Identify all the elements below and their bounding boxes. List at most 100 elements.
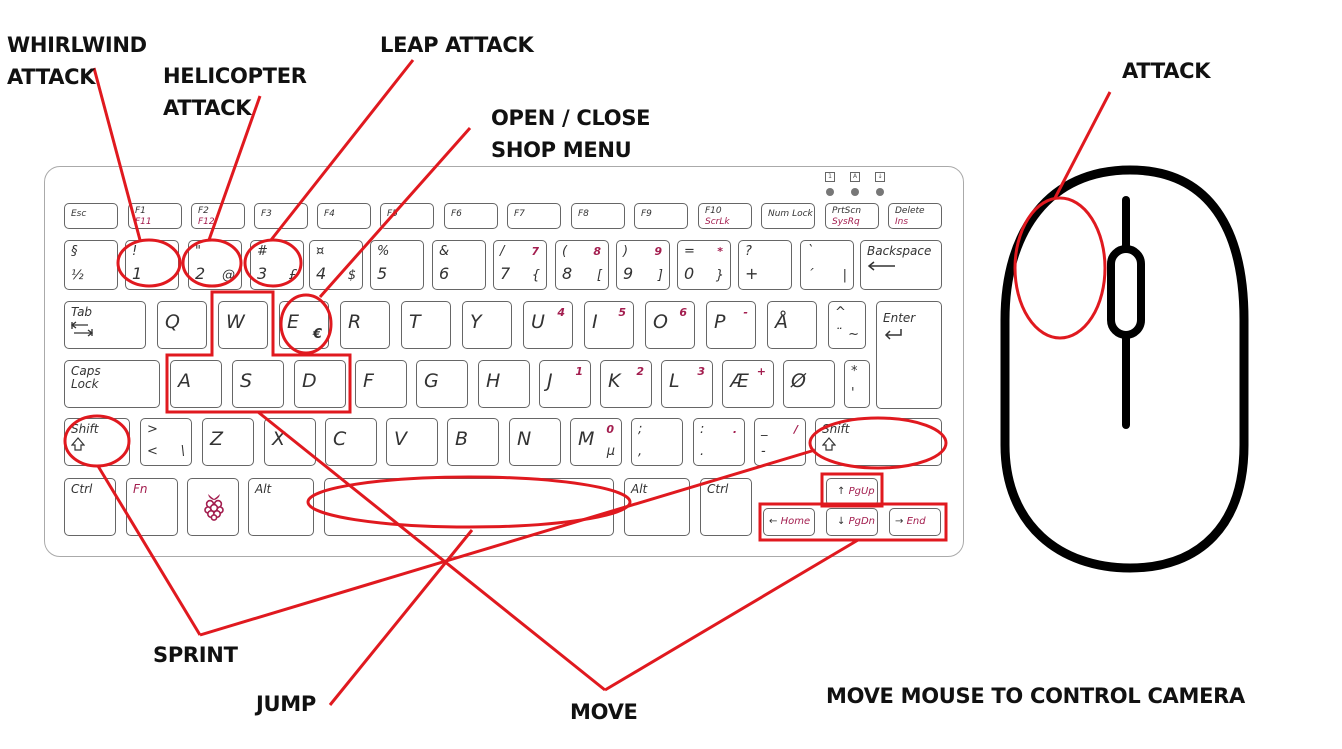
pointer-shop bbox=[318, 127, 472, 298]
key-section[interactable]: § ½ bbox=[64, 240, 118, 290]
raspberry-logo-icon bbox=[204, 494, 224, 521]
key-7[interactable]: /7 7{ bbox=[493, 240, 547, 290]
arrow-left-icon: ← bbox=[769, 516, 781, 527]
highlight-arrow-up bbox=[820, 472, 884, 508]
key-ctrl-left[interactable]: Ctrl bbox=[64, 478, 116, 536]
label-camera: MOVE MOUSE TO CONTROL CAMERA bbox=[826, 684, 1245, 708]
label-sprint: SPRINT bbox=[153, 643, 238, 667]
key-umlaut[interactable]: ^ ¨ ~ bbox=[828, 301, 866, 349]
pointer-helicopter bbox=[207, 95, 262, 241]
key-delete[interactable]: Delete Ins bbox=[888, 203, 942, 229]
indicator-caps: A bbox=[849, 172, 861, 196]
highlight-wasd bbox=[165, 290, 352, 414]
key-z[interactable]: Z bbox=[202, 418, 254, 466]
key-q[interactable]: Q bbox=[157, 301, 207, 349]
key-p[interactable]: P- bbox=[706, 301, 756, 349]
pointer-jump bbox=[328, 529, 474, 706]
key-numlock[interactable]: Num Lock bbox=[761, 203, 815, 229]
key-y[interactable]: Y bbox=[462, 301, 512, 349]
key-d[interactable]: D bbox=[294, 360, 346, 408]
backspace-arrow-icon bbox=[867, 261, 895, 271]
key-right-end[interactable]: → End bbox=[889, 508, 941, 536]
label-whirlwind-attack: WHIRLWIND ATTACK bbox=[7, 33, 147, 89]
highlight-arrow-cluster bbox=[758, 502, 948, 542]
label-move: MOVE bbox=[570, 700, 638, 724]
pointer-leap bbox=[269, 59, 415, 241]
enter-arrow-icon bbox=[884, 329, 902, 340]
key-f7[interactable]: F7 bbox=[507, 203, 561, 229]
key-down-pgdn[interactable]: ↓ PgDn bbox=[826, 508, 878, 536]
key-lessthan[interactable]: > < \ bbox=[140, 418, 192, 466]
key-oslash[interactable]: Ø bbox=[783, 360, 835, 408]
key-acute[interactable]: ` ´ | bbox=[800, 240, 854, 290]
key-enter[interactable]: Enter bbox=[876, 301, 942, 409]
key-comma[interactable]: ;, bbox=[631, 418, 683, 466]
key-0[interactable]: = * 0} bbox=[677, 240, 731, 290]
key-f9[interactable]: F9 bbox=[634, 203, 688, 229]
key-6[interactable]: & 6 bbox=[432, 240, 486, 290]
key-backspace[interactable]: Backspace bbox=[860, 240, 942, 290]
key-esc[interactable]: Esc bbox=[64, 203, 118, 229]
key-raspberry[interactable] bbox=[187, 478, 239, 536]
key-ae[interactable]: Æ + bbox=[722, 360, 774, 408]
key-f[interactable]: F bbox=[355, 360, 407, 408]
key-alt[interactable]: Alt bbox=[248, 478, 314, 536]
highlight-key-1 bbox=[116, 238, 182, 288]
key-s[interactable]: S bbox=[232, 360, 284, 408]
key-capslock[interactable]: Caps Lock bbox=[64, 360, 160, 408]
key-8[interactable]: (8 8[ bbox=[555, 240, 609, 290]
highlight-key-3 bbox=[243, 238, 303, 288]
key-c[interactable]: C bbox=[325, 418, 377, 466]
key-dash[interactable]: _ / - bbox=[754, 418, 806, 466]
key-f10[interactable]: F10 ScrLk bbox=[698, 203, 752, 229]
key-left-home[interactable]: ← Home bbox=[763, 508, 815, 536]
shift-arrow-icon bbox=[822, 437, 836, 451]
shift-arrow-icon bbox=[71, 437, 85, 451]
key-w[interactable]: W bbox=[218, 301, 268, 349]
pointer-attack bbox=[1053, 91, 1112, 199]
key-b[interactable]: B bbox=[447, 418, 499, 466]
key-f8[interactable]: F8 bbox=[571, 203, 625, 229]
key-r[interactable]: R bbox=[340, 301, 390, 349]
key-t[interactable]: T bbox=[401, 301, 451, 349]
key-period[interactable]: :.. bbox=[693, 418, 745, 466]
key-a[interactable]: A bbox=[170, 360, 222, 408]
arrow-up-icon: ↑ bbox=[837, 486, 849, 497]
key-prtscn[interactable]: PrtScn SysRq bbox=[825, 203, 879, 229]
key-n[interactable]: N bbox=[509, 418, 561, 466]
indicator-num: 1 bbox=[824, 172, 836, 196]
key-altgr[interactable]: Alt bbox=[624, 478, 690, 536]
key-g[interactable]: G bbox=[416, 360, 468, 408]
highlight-key-2 bbox=[181, 238, 243, 288]
key-f6[interactable]: F6 bbox=[444, 203, 498, 229]
key-4[interactable]: ¤ 4 $ bbox=[309, 240, 363, 290]
label-shop-menu: OPEN / CLOSE SHOP MENU bbox=[491, 106, 651, 162]
highlight-shift-left bbox=[63, 414, 131, 468]
label-jump: JUMP bbox=[256, 692, 316, 716]
key-f4[interactable]: F4 bbox=[317, 203, 371, 229]
highlight-key-e bbox=[279, 293, 333, 355]
key-v[interactable]: V bbox=[386, 418, 438, 466]
key-tab[interactable]: Tab bbox=[64, 301, 146, 349]
key-5[interactable]: % 5 bbox=[370, 240, 424, 290]
label-leap-attack: LEAP ATTACK bbox=[380, 33, 534, 57]
key-x[interactable]: X bbox=[264, 418, 316, 466]
arrow-down-icon: ↓ bbox=[837, 516, 849, 527]
key-h[interactable]: H bbox=[478, 360, 530, 408]
key-plus[interactable]: ? + bbox=[738, 240, 792, 290]
label-attack: ATTACK bbox=[1122, 59, 1211, 83]
key-ctrl-right[interactable]: Ctrl bbox=[700, 478, 752, 536]
key-up-pgup[interactable]: ↑ PgUp bbox=[826, 478, 878, 506]
key-apostrophe[interactable]: * ' bbox=[844, 360, 870, 408]
arrow-right-icon: → bbox=[895, 516, 907, 527]
key-9[interactable]: ) 9 9] bbox=[616, 240, 670, 290]
key-aring[interactable]: Å bbox=[767, 301, 817, 349]
